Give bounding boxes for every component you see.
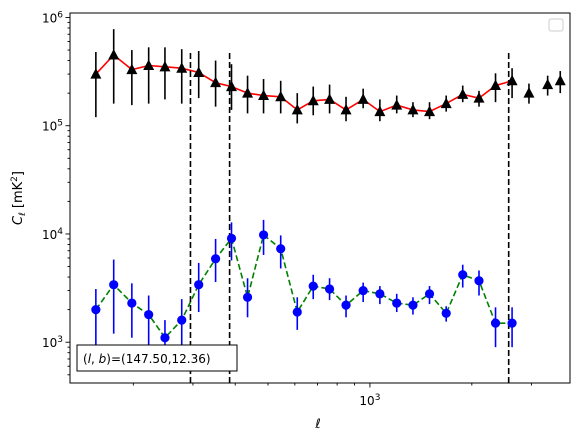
series-1-point: [143, 59, 155, 71]
x-tick-label: 103: [359, 393, 380, 408]
axes: [65, 12, 571, 388]
series-2-point: [91, 305, 101, 315]
series-1-point: [210, 76, 222, 88]
annotation: (l, b)=(147.50,12.36): [76, 344, 238, 372]
series-1-point: [108, 49, 120, 60]
series-1-point: [258, 89, 270, 101]
markers: [90, 49, 566, 343]
series-2-point: [144, 309, 154, 320]
series-2-point: [160, 333, 170, 343]
series-2-point: [375, 289, 385, 299]
series-2-point: [210, 254, 221, 264]
series-2-point: [177, 315, 187, 325]
series-2-point: [424, 289, 435, 299]
series-2-point: [109, 280, 119, 290]
series-2-point: [392, 298, 402, 308]
series-2-point: [341, 300, 351, 310]
series-2-point: [276, 244, 286, 254]
annotation-box: [76, 344, 238, 372]
series-1-point: [291, 103, 303, 115]
series-1-point: [226, 80, 238, 92]
series-2-point: [490, 318, 501, 328]
series-2-point: [292, 307, 302, 317]
series-1-point: [176, 62, 188, 73]
plot-frame: [69, 12, 571, 384]
series-2-point: [308, 281, 318, 291]
series-1-point: [424, 105, 436, 117]
series-2-point: [194, 280, 204, 290]
series-1-point: [159, 60, 171, 72]
series-1-point: [391, 99, 403, 110]
series-2-point: [127, 298, 137, 308]
series-2-line: [95, 233, 513, 339]
series-1-point: [554, 74, 566, 86]
series-2-point: [458, 270, 468, 280]
series-1-point: [275, 90, 287, 102]
series-1-point: [523, 87, 535, 98]
y-tick-label: 103: [42, 335, 63, 350]
series-1-point: [490, 79, 502, 91]
legend-box: [548, 18, 564, 32]
vertical-lines: [189, 50, 510, 383]
series-1-line: [95, 53, 513, 113]
series-1-point: [126, 63, 138, 75]
series-1-point: [457, 88, 469, 99]
series-1-point: [473, 92, 485, 103]
legend: [548, 18, 564, 32]
series-1-point: [324, 93, 336, 104]
axis-labels: 103 104 105 106 103 ℓ Cℓ [mK2]: [10, 10, 380, 432]
series-2-point: [474, 276, 484, 286]
series-2-point: [258, 230, 269, 240]
series-2-point: [507, 318, 517, 328]
series-1-point: [374, 105, 386, 117]
y-tick-label: 104: [42, 227, 63, 242]
y-tick-label: 106: [42, 10, 63, 25]
series-2-point: [441, 308, 451, 318]
series-1-point: [193, 66, 205, 78]
y-tick-label: 105: [42, 119, 63, 134]
annotation-text: (l, b)=(147.50,12.36): [83, 352, 211, 366]
series-1-point: [440, 97, 452, 109]
series-1-point: [90, 68, 102, 79]
series-2-point: [324, 284, 335, 294]
y-axis-label: Cℓ [mK2]: [10, 171, 28, 225]
series-1-point: [307, 94, 319, 106]
series-2-point: [226, 233, 237, 244]
series-1-point: [242, 87, 254, 98]
series-1-point: [407, 103, 419, 115]
x-axis-label: ℓ: [314, 417, 320, 432]
series-2-point: [408, 300, 418, 310]
series-1-point: [542, 78, 554, 90]
series-lines: [95, 53, 513, 339]
series-2-point: [242, 292, 253, 302]
series-1-point: [340, 103, 352, 115]
series-1-point: [506, 74, 518, 86]
error-bars: [95, 29, 562, 367]
series-2-point: [358, 285, 368, 296]
series-1-point: [357, 93, 369, 104]
